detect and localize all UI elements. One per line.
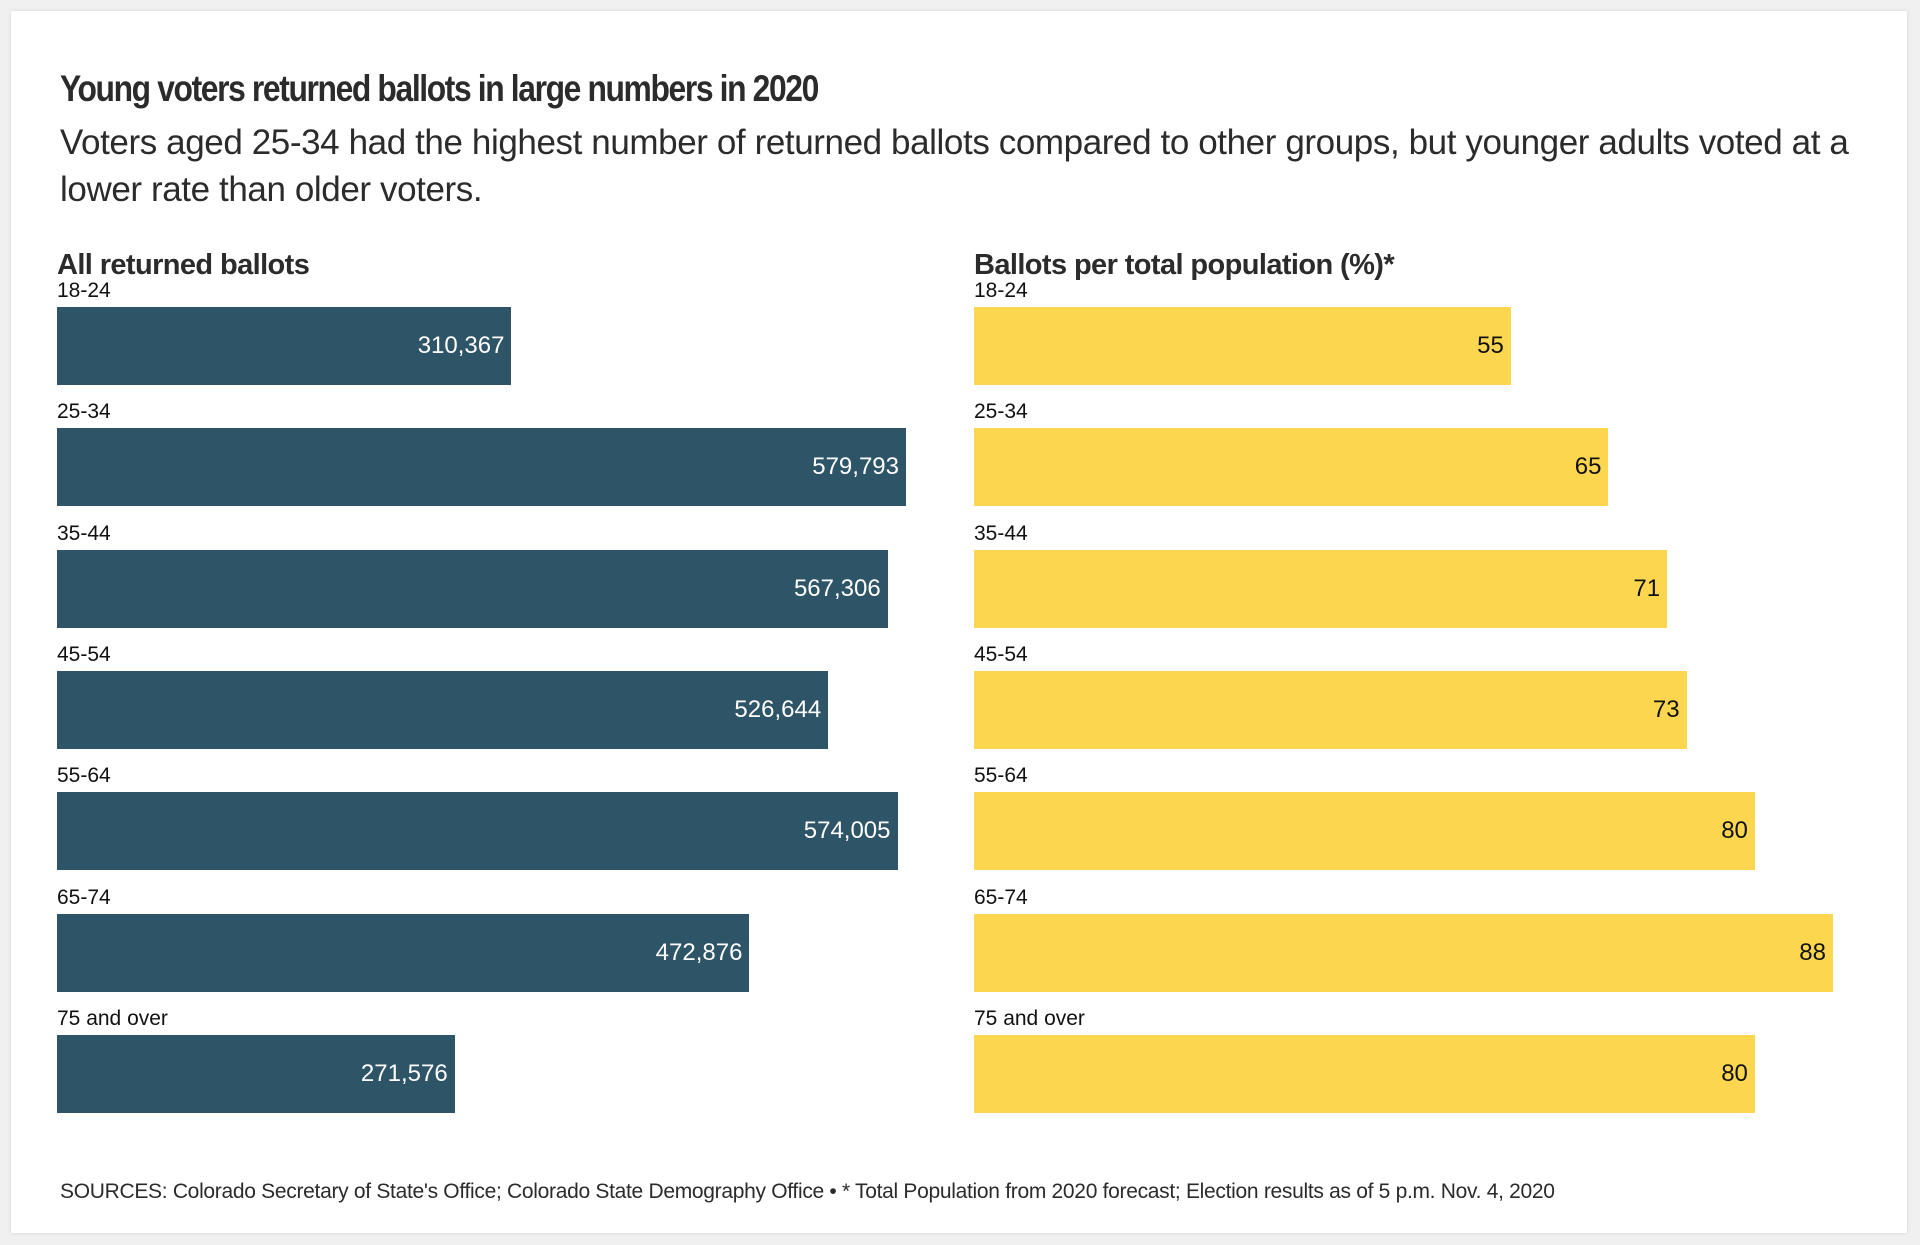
bar-value-label: 73 [1652, 695, 1680, 723]
sources-footnote: SOURCES: Colorado Secretary of State's O… [60, 1180, 1555, 1203]
returned-ballots-bar: 574,005 [57, 792, 898, 871]
bar-value-label: 567,306 [793, 574, 881, 602]
bar-value-label: 472,876 [655, 938, 743, 966]
bar-value-label: 574,005 [803, 817, 891, 845]
returned-ballots-bar: 526,644 [57, 670, 829, 749]
returned-ballots-bar: 567,306 [57, 549, 888, 628]
category-label: 75 and over [974, 1006, 1085, 1030]
category-label: 35-44 [57, 521, 111, 545]
returned-ballots-bar: 579,793 [57, 428, 906, 507]
population-share-bar: 71 [974, 549, 1668, 628]
category-label: 18-24 [57, 279, 111, 302]
chart-subtitle: Voters aged 25-34 had the highest number… [60, 123, 1849, 209]
bar-value-label: 271,576 [360, 1059, 448, 1087]
population-share-bar: 80 [974, 792, 1755, 871]
category-label: 65-74 [974, 885, 1028, 909]
bar-value-label: 80 [1721, 1059, 1748, 1087]
bar-value-label: 579,793 [812, 453, 899, 481]
category-label: 35-44 [974, 521, 1028, 545]
bar-value-label: 310,367 [417, 332, 505, 359]
population-share-bar: 65 [974, 428, 1609, 507]
returned-ballots-bar: 271,576 [57, 1034, 455, 1113]
left-panel-heading: All returned ballots [57, 249, 310, 281]
category-label: 45-54 [974, 642, 1028, 666]
returned-ballots-bar: 472,876 [57, 913, 750, 992]
bar-value-label: 88 [1799, 938, 1826, 966]
category-label: 75 and over [57, 1006, 168, 1030]
category-label: 25-34 [974, 400, 1028, 424]
returned-ballots-bar: 310,367 [57, 307, 512, 385]
bar-value-label: 55 [1477, 332, 1504, 359]
population-share-bar: 73 [974, 670, 1687, 749]
population-share-bar: 88 [974, 913, 1833, 992]
chart-card: Young voters returned ballots in large n… [11, 11, 1907, 1233]
population-share-bar: 55 [974, 307, 1511, 385]
bar-value-label: 80 [1721, 817, 1748, 845]
right-panel-heading: Ballots per total population (%)* [974, 249, 1395, 281]
chart-title: Young voters returned ballots in large n… [60, 68, 819, 109]
category-label: 55-64 [57, 764, 111, 788]
bar-value-label: 526,644 [734, 695, 822, 723]
category-label: 65-74 [57, 885, 111, 909]
bar-value-label: 65 [1574, 453, 1602, 481]
category-label: 55-64 [974, 764, 1028, 788]
category-label: 18-24 [974, 279, 1028, 302]
category-label: 45-54 [57, 642, 111, 666]
bar-value-label: 71 [1633, 574, 1661, 602]
population-share-bar: 80 [974, 1034, 1755, 1113]
category-label: 25-34 [57, 400, 111, 424]
